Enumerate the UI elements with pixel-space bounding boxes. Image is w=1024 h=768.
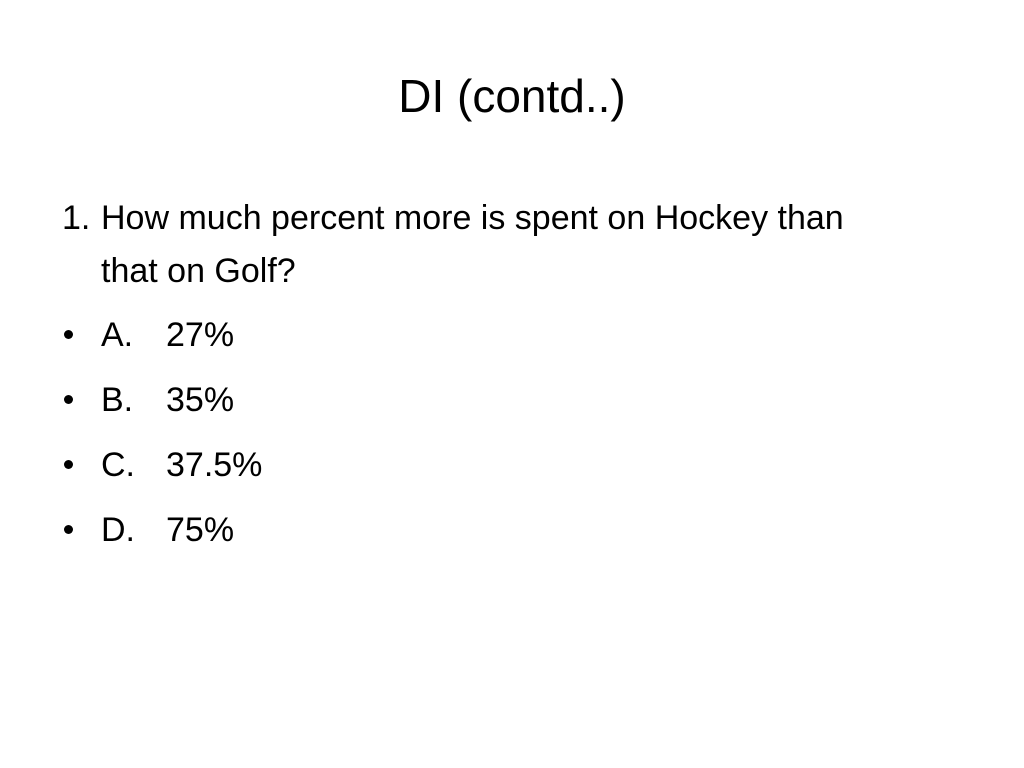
option-letter: D. xyxy=(101,511,135,549)
question-text: How much percent more is spent on Hockey… xyxy=(101,199,844,290)
option-text: 37.5% xyxy=(166,446,263,484)
option-letter: B. xyxy=(101,381,134,419)
bullet xyxy=(64,525,73,534)
option-letter: C. xyxy=(101,446,135,484)
slide-title: DI (contd..) xyxy=(398,70,626,122)
option: A. 27% xyxy=(0,310,1024,360)
option-text: 35% xyxy=(166,381,235,419)
option-letter: A. xyxy=(101,316,134,354)
bullet xyxy=(64,330,73,339)
question-number: 1. xyxy=(62,199,91,237)
option: C. 37.5% xyxy=(0,440,1024,490)
bullet xyxy=(64,460,73,469)
option-text: 75% xyxy=(166,511,235,549)
option-text: 27% xyxy=(166,316,235,354)
option: D. 75% xyxy=(0,505,1024,555)
option: B. 35% xyxy=(0,375,1024,425)
bullet xyxy=(64,395,73,404)
